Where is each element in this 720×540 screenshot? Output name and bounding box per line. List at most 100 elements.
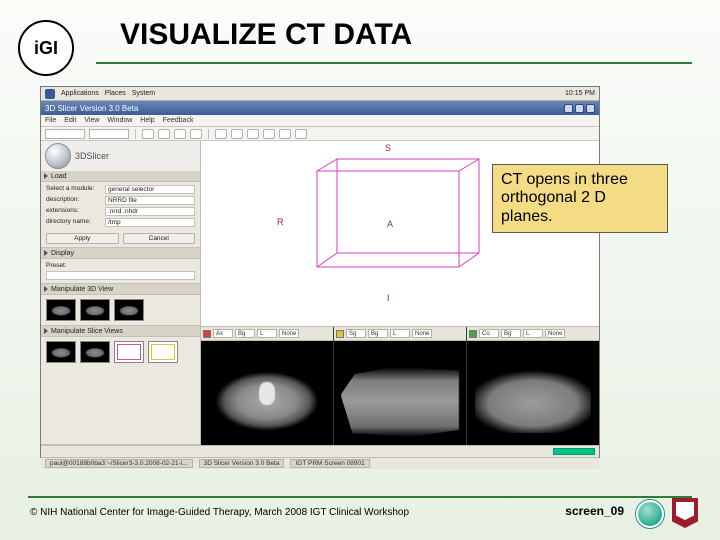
- slice-chip[interactable]: L: [257, 329, 277, 338]
- app-menubar: File Edit View Window Help Feedback: [41, 115, 599, 127]
- slice-axial-header: Ax Bg L None: [201, 327, 333, 341]
- field-value[interactable]: .nrrd .nhdr: [105, 207, 195, 216]
- menu-edit[interactable]: Edit: [64, 117, 76, 124]
- module-history-dropdown[interactable]: [45, 129, 85, 139]
- thumb[interactable]: [148, 341, 178, 363]
- task-item[interactable]: paul@00188b0ba3:~/Slicer3-3.0.2008-02-21…: [45, 459, 193, 468]
- slice-sagittal: Sg Bg L None: [334, 327, 467, 445]
- field-value[interactable]: /tmp: [105, 218, 195, 227]
- slice-swatch: [203, 330, 211, 338]
- callout-box: CT opens in three orthogonal 2 D planes.: [492, 164, 668, 233]
- toolbar-button[interactable]: [174, 129, 186, 139]
- slicer-brand-label: 3DSlicer: [75, 151, 109, 161]
- window-controls: [564, 104, 595, 113]
- slice-chip[interactable]: None: [279, 329, 299, 338]
- menu-view[interactable]: View: [84, 117, 99, 124]
- slice-views: Ax Bg L None Sg Bg L None: [201, 327, 599, 445]
- slice-chip[interactable]: Bg: [501, 329, 521, 338]
- panel-manipulate-3d-title: Manipulate 3D View: [51, 286, 113, 293]
- disclosure-icon: [44, 328, 48, 334]
- toolbar-button[interactable]: [158, 129, 170, 139]
- slicer-brand-row: 3DSlicer: [41, 141, 200, 171]
- close-button[interactable]: [586, 104, 595, 113]
- thumb[interactable]: [80, 299, 110, 321]
- menu-help[interactable]: Help: [140, 117, 154, 124]
- disclosure-icon: [44, 286, 48, 292]
- load-fields: Select a module: general selector descri…: [41, 182, 200, 230]
- gnome-foot-icon[interactable]: [45, 89, 55, 99]
- shield-badge-icon: [672, 498, 698, 528]
- orient-label-r: R: [277, 217, 284, 227]
- toolbar-button[interactable]: [279, 129, 291, 139]
- slice-chip[interactable]: Bg: [235, 329, 255, 338]
- panel-load-header[interactable]: Load: [41, 171, 200, 182]
- gnome-taskbar: paul@00188b0ba3:~/Slicer3-3.0.2008-02-21…: [41, 457, 599, 469]
- maximize-button[interactable]: [575, 104, 584, 113]
- panel-load: Load Select a module: general selector d…: [41, 171, 200, 248]
- panel-load-title: Load: [51, 173, 67, 180]
- toolbar-button[interactable]: [190, 129, 202, 139]
- bounding-cube: [293, 153, 483, 285]
- slice-chip[interactable]: Sg: [346, 329, 366, 338]
- cancel-button[interactable]: Cancel: [123, 233, 196, 244]
- gnome-menu-apps[interactable]: Applications: [61, 90, 99, 97]
- toolbar-button[interactable]: [142, 129, 154, 139]
- task-item[interactable]: IGT PRM Screen 08901: [290, 459, 369, 468]
- menu-window[interactable]: Window: [107, 117, 132, 124]
- gnome-menu-places[interactable]: Places: [105, 90, 126, 97]
- slide-title: VISUALIZE CT DATA: [120, 18, 412, 52]
- orient-label-i: I: [387, 293, 390, 303]
- footer-rule: [28, 496, 692, 498]
- slice-coronal-header: Co Bg L None: [467, 327, 599, 341]
- slice-chip[interactable]: None: [412, 329, 432, 338]
- slice-coronal: Co Bg L None: [467, 327, 599, 445]
- panel-display-header[interactable]: Display: [41, 248, 200, 259]
- toolbar-button[interactable]: [231, 129, 243, 139]
- screenshot-window: Applications Places System 10:15 PM 3D S…: [40, 86, 600, 458]
- minimize-button[interactable]: [564, 104, 573, 113]
- window-titlebar[interactable]: 3D Slicer Version 3.0 Beta: [41, 101, 599, 115]
- panel-display: Display Preset:: [41, 248, 200, 284]
- toolbar-button[interactable]: [247, 129, 259, 139]
- slice-chip[interactable]: Ax: [213, 329, 233, 338]
- thumb[interactable]: [114, 341, 144, 363]
- gnome-clock: 10:15 PM: [565, 90, 595, 97]
- field-label: description:: [46, 196, 101, 205]
- thumb[interactable]: [46, 299, 76, 321]
- slide: iGI VISUALIZE CT DATA Applications Place…: [0, 0, 720, 540]
- panel-manipulate-3d-header[interactable]: Manipulate 3D View: [41, 284, 200, 295]
- slice-coronal-image[interactable]: [467, 341, 599, 445]
- module-selector-dropdown[interactable]: [89, 129, 129, 139]
- footer-text: © NIH National Center for Image-Guided T…: [30, 507, 409, 518]
- preset-label: Preset:: [46, 262, 67, 269]
- callout-text: CT opens in three orthogonal 2 D planes.: [501, 171, 628, 225]
- toolbar-button[interactable]: [263, 129, 275, 139]
- slice-chip[interactable]: Bg: [368, 329, 388, 338]
- panel-manipulate-slices-header[interactable]: Manipulate Slice Views: [41, 326, 200, 337]
- thumb[interactable]: [80, 341, 110, 363]
- thumb[interactable]: [46, 341, 76, 363]
- task-item[interactable]: 3D Slicer Version 3.0 Beta: [199, 459, 285, 468]
- toolbar-button[interactable]: [215, 129, 227, 139]
- disclosure-icon: [44, 250, 48, 256]
- preset-select[interactable]: [46, 271, 195, 280]
- slice-chip[interactable]: None: [545, 329, 565, 338]
- slice-chip[interactable]: Co: [479, 329, 499, 338]
- slice-axial-image[interactable]: [201, 341, 333, 445]
- menu-file[interactable]: File: [45, 117, 56, 124]
- gnome-menu-system[interactable]: System: [132, 90, 155, 97]
- slice-sagittal-image[interactable]: [334, 341, 466, 445]
- field-value[interactable]: general selector: [105, 185, 195, 194]
- panel-display-title: Display: [51, 250, 74, 257]
- slice-chip[interactable]: L: [523, 329, 543, 338]
- menu-feedback[interactable]: Feedback: [163, 117, 194, 124]
- slice-sagittal-header: Sg Bg L None: [334, 327, 466, 341]
- apply-button[interactable]: Apply: [46, 233, 119, 244]
- slice-chip[interactable]: L: [390, 329, 410, 338]
- panel-manipulate-slices-title: Manipulate Slice Views: [51, 328, 123, 335]
- field-value[interactable]: NRRD file: [105, 196, 195, 205]
- app-toolbar: [41, 127, 599, 141]
- gnome-panel: Applications Places System 10:15 PM: [41, 87, 599, 101]
- toolbar-button[interactable]: [295, 129, 307, 139]
- thumb[interactable]: [114, 299, 144, 321]
